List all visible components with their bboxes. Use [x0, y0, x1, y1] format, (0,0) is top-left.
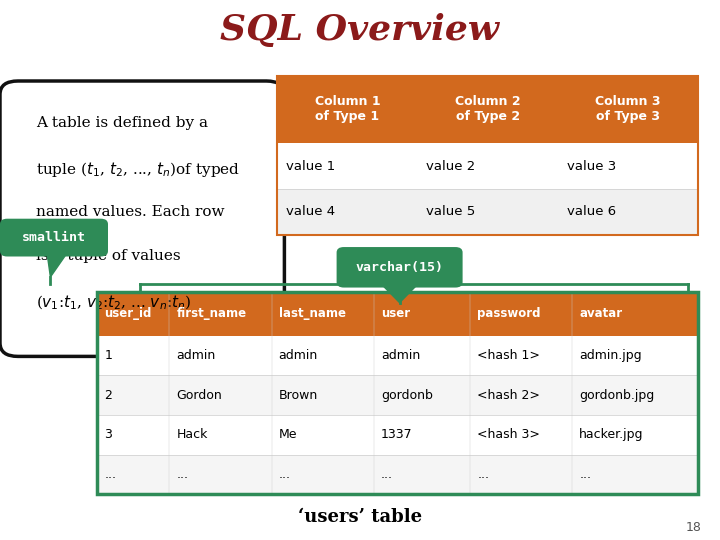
Text: gordonb: gordonb [381, 389, 433, 402]
Text: user_id: user_id [104, 307, 152, 320]
Text: value 1: value 1 [286, 159, 335, 173]
Text: admin: admin [381, 349, 420, 362]
Text: admin.jpg: admin.jpg [580, 349, 642, 362]
Bar [169, 292, 271, 336]
Text: <hash 3>: <hash 3> [477, 428, 540, 441]
Text: tuple ($t_1$, $t_2$, ..., $t_n$)of typed: tuple ($t_1$, $t_2$, ..., $t_n$)of typed [36, 160, 240, 179]
Bar [97, 292, 169, 336]
Text: value 6: value 6 [567, 205, 616, 219]
Polygon shape [379, 282, 420, 302]
Text: 3: 3 [104, 428, 112, 441]
Bar [558, 143, 698, 189]
Bar [470, 292, 572, 336]
Text: ...: ... [477, 468, 489, 481]
Text: 18: 18 [686, 521, 702, 534]
Text: Gordon: Gordon [176, 389, 222, 402]
FancyBboxPatch shape [0, 219, 108, 256]
Text: value 3: value 3 [567, 159, 616, 173]
Bar [271, 292, 374, 336]
Text: Column 2
of Type 2: Column 2 of Type 2 [455, 96, 521, 123]
Text: 1: 1 [104, 349, 112, 362]
Text: <hash 2>: <hash 2> [477, 389, 540, 402]
Bar [374, 292, 470, 336]
Text: value 2: value 2 [426, 159, 475, 173]
Text: Column 1
of Type 1: Column 1 of Type 1 [315, 96, 380, 123]
Text: user: user [381, 307, 410, 320]
Text: admin: admin [176, 349, 216, 362]
Bar [418, 143, 558, 189]
Bar [558, 189, 698, 235]
Text: value 4: value 4 [286, 205, 335, 219]
Text: smallint: smallint [22, 231, 86, 244]
Bar [277, 76, 698, 235]
Text: Column 3
of Type 3: Column 3 of Type 3 [595, 96, 661, 123]
Text: hacker.jpg: hacker.jpg [580, 428, 644, 441]
Bar [277, 76, 418, 143]
Text: ‘users’ table: ‘users’ table [298, 508, 422, 526]
Bar [97, 455, 698, 494]
Text: password: password [477, 307, 541, 320]
FancyBboxPatch shape [337, 247, 463, 287]
Bar [277, 189, 418, 235]
Text: avatar: avatar [580, 307, 623, 320]
Text: SQL Overview: SQL Overview [220, 13, 500, 46]
Text: gordonb.jpg: gordonb.jpg [580, 389, 654, 402]
Bar [97, 336, 698, 375]
Text: ...: ... [279, 468, 291, 481]
Text: Hack: Hack [176, 428, 208, 441]
Text: first_name: first_name [176, 307, 247, 320]
Text: value 5: value 5 [426, 205, 475, 219]
Bar [418, 189, 558, 235]
Bar [97, 415, 698, 455]
Polygon shape [47, 251, 68, 277]
Bar [97, 292, 698, 494]
Text: admin: admin [279, 349, 318, 362]
Bar [418, 76, 558, 143]
Text: ...: ... [580, 468, 591, 481]
Text: ...: ... [176, 468, 189, 481]
Text: varchar(15): varchar(15) [356, 261, 444, 274]
Text: 1337: 1337 [381, 428, 413, 441]
Bar [97, 375, 698, 415]
Text: ...: ... [381, 468, 393, 481]
Text: <hash 1>: <hash 1> [477, 349, 540, 362]
Text: Me: Me [279, 428, 297, 441]
Text: named values. Each row: named values. Each row [36, 205, 225, 219]
Bar [277, 143, 418, 189]
Bar [558, 76, 698, 143]
FancyBboxPatch shape [0, 81, 284, 356]
Text: ($v_1$:$t_1$, $v_2$:$t_2$, ... $v_n$:$t_n$): ($v_1$:$t_1$, $v_2$:$t_2$, ... $v_n$:$t_… [36, 293, 192, 312]
Bar [572, 292, 698, 336]
Text: is a tuple of values: is a tuple of values [36, 249, 181, 263]
Text: ...: ... [104, 468, 117, 481]
Text: 2: 2 [104, 389, 112, 402]
Text: last_name: last_name [279, 307, 346, 320]
Text: A table is defined by a: A table is defined by a [36, 116, 208, 130]
Text: Brown: Brown [279, 389, 318, 402]
